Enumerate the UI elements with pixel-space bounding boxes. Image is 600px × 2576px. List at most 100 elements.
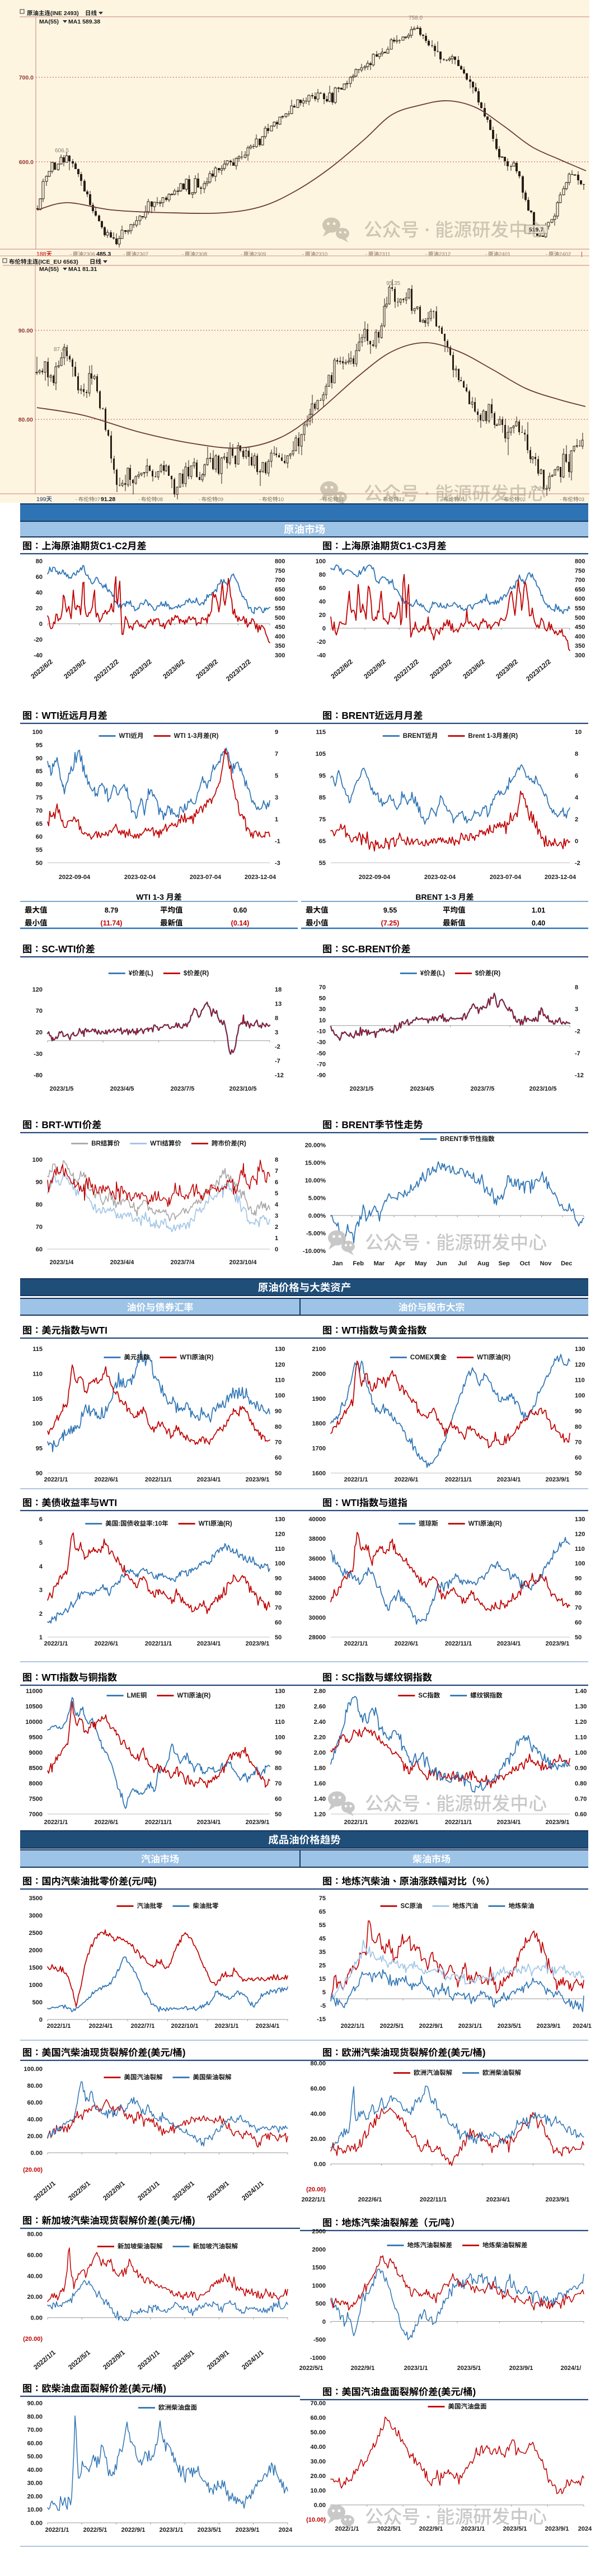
svg-text:Jul: Jul [458,1260,467,1267]
svg-text:8: 8 [275,1015,278,1022]
svg-text:Jan: Jan [332,1260,343,1267]
svg-text:10.00%: 10.00% [305,1177,326,1184]
svg-text:350: 350 [575,643,585,649]
svg-text:80.00: 80.00 [27,2083,43,2089]
svg-text:0.60: 0.60 [575,1811,587,1818]
svg-text:100: 100 [275,1735,285,1741]
svg-text:500: 500 [316,2301,326,2307]
svg-text:(R): (R) [223,1521,232,1527]
svg-text:60: 60 [575,1455,582,1461]
svg-text:6: 6 [275,1179,278,1186]
svg-text:120: 120 [32,987,43,993]
svg-text:(20.00): (20.00) [23,2336,43,2343]
svg-text:3: 3 [275,1213,278,1219]
svg-text:(7.25): (7.25) [381,919,400,927]
svg-text:7: 7 [275,1168,278,1175]
svg-text:2022/10/1: 2022/10/1 [171,2023,199,2030]
svg-text:130: 130 [275,1688,285,1695]
svg-text:85: 85 [36,768,43,775]
svg-text:0.00%: 0.00% [308,1213,326,1219]
svg-text:): ) [182,2047,186,2058]
svg-text:75: 75 [36,794,43,801]
svg-text:2022/1/1: 2022/1/1 [344,1640,368,1647]
svg-text:85: 85 [319,794,326,801]
svg-text:(: ( [438,2386,441,2397]
svg-text:400: 400 [275,633,285,640]
svg-text:50: 50 [575,1634,582,1641]
svg-text:500: 500 [275,615,285,621]
svg-text:WTI: WTI [41,1672,59,1683]
svg-text:800: 800 [575,558,585,565]
svg-text:80.00: 80.00 [18,417,33,423]
svg-text:1.01: 1.01 [532,906,545,914]
svg-text:WTI: WTI [41,710,59,721]
svg-text:WTI: WTI [477,1354,489,1361]
svg-text:-500: -500 [313,2337,326,2344]
svg-text:0.60: 0.60 [233,906,247,914]
svg-text:8: 8 [575,751,578,758]
svg-text:(11.74): (11.74) [101,919,123,927]
svg-text:1700: 1700 [312,1446,326,1452]
svg-text:2022/6/1: 2022/6/1 [95,1819,119,1826]
svg-text:7: 7 [275,751,278,758]
svg-text:90: 90 [275,1408,282,1415]
svg-text:1.40: 1.40 [314,1796,326,1803]
svg-text:0: 0 [39,621,43,628]
svg-text:1.00: 1.00 [575,1750,587,1756]
svg-text:1600: 1600 [312,1470,326,1477]
svg-text:): ) [473,2386,476,2397]
svg-text:2022/6/1: 2022/6/1 [395,1819,419,1826]
svg-text:Apr: Apr [395,1260,406,1267]
svg-text:60: 60 [319,585,326,592]
svg-text:2023/1/1: 2023/1/1 [136,2179,161,2202]
svg-text:65: 65 [319,838,326,845]
svg-text:90: 90 [36,1470,43,1477]
svg-text:(: ( [157,2215,161,2226]
svg-text:13: 13 [275,1001,282,1008]
svg-text:-3: -3 [275,860,280,867]
svg-text:0: 0 [322,625,326,632]
svg-text:-: - [138,497,140,502]
svg-text:95: 95 [319,773,326,779]
svg-text:(10.00): (10.00) [306,2517,326,2523]
svg-text:-12: -12 [275,1072,284,1079]
svg-text:1000: 1000 [312,2283,326,2289]
svg-text:450: 450 [575,624,585,631]
svg-text:130: 130 [275,1346,285,1353]
svg-text:20.00: 20.00 [310,2136,326,2143]
svg-text:(: ( [148,2047,151,2058]
svg-text:2023/1/1: 2023/1/1 [215,2023,239,2030]
svg-text:(L): (L) [437,970,445,977]
svg-text:2023/9/1: 2023/9/1 [546,1640,570,1647]
svg-text:350: 350 [275,643,285,649]
svg-text:700: 700 [575,577,585,584]
svg-text:2022/1/1: 2022/1/1 [44,1819,68,1826]
svg-text:-12: -12 [575,1072,584,1079]
svg-text:87.49: 87.49 [54,347,68,353]
svg-text:2023/10/5: 2023/10/5 [529,1086,557,1092]
svg-text:75: 75 [319,816,326,823]
svg-text:2022/9/2: 2022/9/2 [62,657,87,680]
svg-text:(: ( [448,2047,451,2058]
svg-text:2000: 2000 [312,1371,326,1377]
svg-text:700.0: 700.0 [19,74,34,81]
svg-text:WTI: WTI [341,1325,359,1336]
svg-text:2022/6/1: 2022/6/1 [95,1476,119,1483]
svg-text:70: 70 [36,1224,43,1231]
svg-text:-7: -7 [575,1050,580,1057]
svg-text:MA1 81.31: MA1 81.31 [68,266,97,273]
svg-text:80: 80 [575,1590,582,1597]
svg-text:80: 80 [36,1201,43,1208]
svg-text:2023-12-04: 2023-12-04 [245,874,276,881]
svg-text:5: 5 [322,1989,326,1996]
svg-text:0: 0 [39,2017,43,2023]
svg-text:60: 60 [275,1455,282,1461]
svg-text:10000: 10000 [25,1719,43,1726]
svg-text:60.00: 60.00 [27,2440,43,2447]
svg-text:Jun: Jun [436,1260,447,1267]
svg-text:-: - [76,497,77,502]
svg-text:5: 5 [275,1190,278,1197]
svg-text:35: 35 [319,1949,326,1956]
svg-text:2022/6/1: 2022/6/1 [395,1476,419,1483]
svg-text:2023/1/1: 2023/1/1 [136,2348,161,2371]
